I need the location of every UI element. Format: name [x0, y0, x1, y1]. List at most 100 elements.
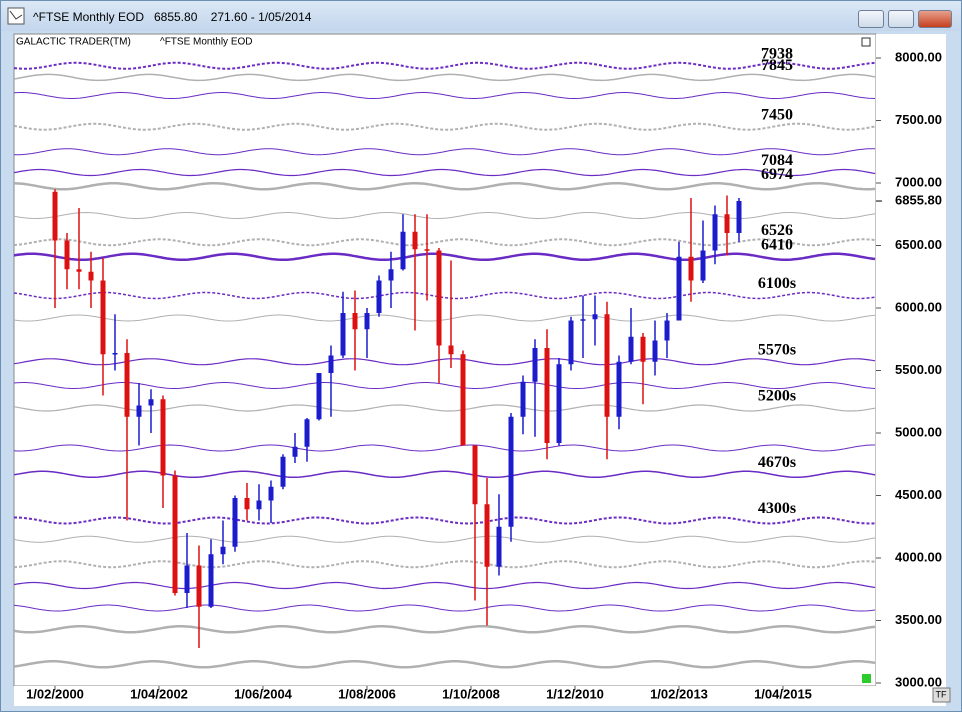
level-label: 5200s — [758, 388, 796, 405]
candle-body — [508, 416, 514, 527]
candle-body — [364, 313, 370, 330]
candle-body — [424, 249, 430, 251]
candle-body — [124, 353, 130, 417]
level-line — [14, 581, 876, 590]
scroll-marker[interactable] — [862, 674, 871, 683]
candle-body — [592, 314, 598, 320]
candle-body — [412, 231, 418, 250]
level-line — [14, 358, 876, 366]
level-label: 7084 — [761, 152, 793, 169]
candle-body — [616, 361, 622, 417]
level-line — [14, 470, 876, 478]
level-label: 7450 — [761, 106, 793, 123]
candle-body — [604, 314, 610, 417]
tf-button-label[interactable]: TF — [936, 689, 947, 699]
level-label: 6526 — [761, 222, 793, 239]
level-line — [14, 404, 876, 412]
candle-body — [328, 355, 334, 373]
candle-body — [436, 250, 442, 346]
close-button[interactable] — [918, 10, 952, 28]
candle-body — [400, 231, 406, 270]
candle-body — [580, 319, 586, 321]
y-tick-label: 3000.00 — [895, 674, 942, 689]
candle-body — [628, 336, 634, 362]
level-label: 6974 — [761, 166, 793, 183]
x-tick-label: 1/04/2002 — [130, 686, 188, 701]
candle-body — [700, 250, 706, 281]
x-tick-label: 1/10/2008 — [442, 686, 500, 701]
x-tick-label: 1/12/2010 — [546, 686, 604, 701]
candle-body — [112, 353, 118, 355]
y-tick-label: 5500.00 — [895, 362, 942, 377]
candle-body — [244, 498, 250, 510]
candle-body — [76, 269, 82, 272]
candle-body — [676, 256, 682, 321]
candle-body — [100, 280, 106, 355]
level-label: 4300s — [758, 500, 796, 517]
last-price-label: 6855.80 — [895, 192, 942, 207]
candle-body — [316, 373, 322, 420]
candle-body — [664, 320, 670, 341]
candle-body — [556, 364, 562, 443]
candle-body — [460, 354, 466, 446]
level-line — [14, 252, 876, 261]
level-label: 6410 — [761, 236, 793, 253]
level-line — [14, 382, 876, 389]
candle-body — [304, 419, 310, 447]
candle-body — [472, 445, 478, 505]
candle-body — [172, 475, 178, 593]
candle-body — [712, 214, 718, 251]
candle-body — [544, 348, 550, 443]
candle-body — [136, 405, 142, 417]
y-tick-label: 7500.00 — [895, 112, 942, 127]
candle-body — [376, 280, 382, 313]
level-line — [14, 535, 876, 543]
level-label: 7938 — [761, 45, 793, 62]
candle-body — [292, 446, 298, 457]
level-line — [14, 182, 876, 191]
level-line — [14, 73, 876, 82]
title-bar: ^FTSE Monthly EOD 6855.80 271.60 - 1/05/… — [1, 1, 961, 31]
candle-body — [196, 565, 202, 607]
tf-button[interactable] — [932, 687, 951, 703]
candle-body — [256, 500, 262, 510]
candle-body — [448, 345, 454, 355]
scroll-marker[interactable] — [861, 37, 871, 47]
candle-body — [352, 313, 358, 330]
level-label: 6100s — [758, 275, 796, 292]
candle-body — [184, 565, 190, 593]
candle-body — [520, 381, 526, 417]
y-tick-label: 8000.00 — [895, 49, 942, 64]
y-tick-label: 6000.00 — [895, 299, 942, 314]
level-line — [14, 92, 876, 99]
y-axis-area — [876, 34, 946, 686]
minimize-button[interactable] — [858, 10, 884, 28]
level-label: 5570s — [758, 341, 796, 358]
x-tick-label: 1/02/2000 — [26, 686, 84, 701]
x-tick-label: 1/02/2013 — [650, 686, 708, 701]
app-icon — [7, 7, 25, 25]
candle-body — [688, 256, 694, 281]
candle-body — [484, 504, 490, 567]
candle-body — [532, 348, 538, 382]
level-line — [14, 211, 876, 219]
x-tick-label: 1/04/2015 — [754, 686, 812, 701]
candle-body — [64, 240, 70, 270]
level-line — [14, 444, 875, 452]
window-title: ^FTSE Monthly EOD 6855.80 271.60 - 1/05/… — [33, 10, 312, 24]
candle-body — [652, 340, 658, 362]
candle-body — [160, 399, 166, 476]
y-tick-label: 5000.00 — [895, 424, 942, 439]
x-tick-label: 1/06/2004 — [234, 686, 293, 701]
candle-body — [88, 271, 94, 281]
level-label: 4670s — [758, 454, 796, 471]
x-tick-label: 1/08/2006 — [338, 686, 396, 701]
candle-body — [568, 320, 574, 365]
candle-body — [268, 486, 274, 501]
level-line — [14, 314, 876, 322]
candle-body — [388, 269, 394, 281]
maximize-button[interactable] — [888, 10, 914, 28]
level-line — [14, 625, 876, 634]
candle-body — [280, 456, 286, 487]
